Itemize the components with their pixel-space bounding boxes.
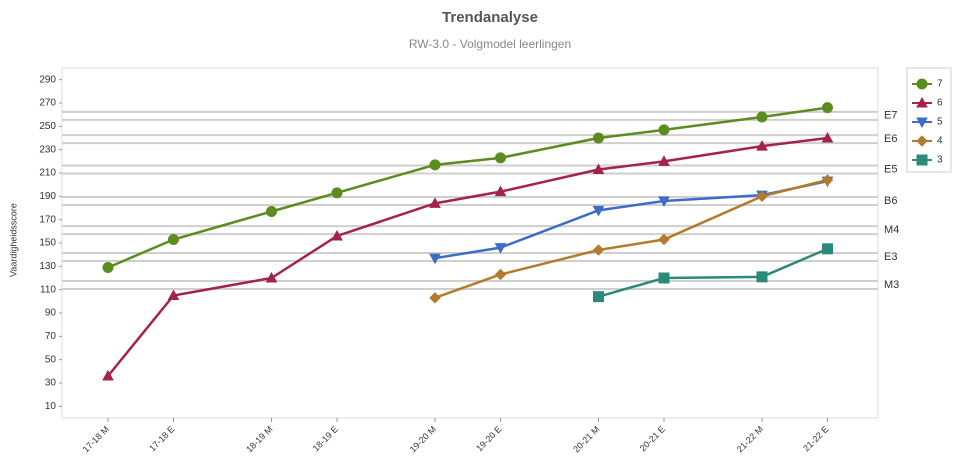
series-line [598,247,828,298]
x-tick-label: 21-22 M [735,424,765,454]
y-tick-label: 110 [40,284,56,295]
x-tick-label: 19-20 M [408,424,438,454]
x-tick-label: 18-19 M [244,424,274,454]
y-tick-label: 250 [39,121,56,132]
x-tick-label: 19-20 E [474,424,503,453]
y-tick-label: 70 [45,331,57,342]
y-axis-label: Vaardigheidsscore [8,203,18,277]
legend-marker [916,117,928,129]
data-point [592,244,605,256]
data-point [331,229,343,241]
legend-label: 5 [937,117,943,128]
y-tick-label: 210 [39,168,56,179]
data-point [331,187,343,199]
y-tick-label: 10 [45,401,57,412]
x-tick-label: 17-18 E [147,424,176,453]
data-point [658,124,670,136]
y-tick-label: 190 [39,191,56,202]
data-point [821,131,834,143]
data-point [592,163,605,174]
data-point [821,174,834,186]
data-point [168,234,179,245]
reference-label: E7 [884,110,897,122]
data-point [494,185,507,197]
data-point [756,140,768,151]
y-tick-label: 50 [45,354,57,365]
x-tick-label: 17-18 M [81,424,111,454]
data-point [265,271,278,283]
legend-marker [916,78,928,90]
data-point [658,196,670,208]
y-tick-label: 170 [39,214,56,225]
series-line [434,178,828,300]
data-point [756,111,768,123]
data-point [593,132,604,144]
x-tick-label: 21-22 E [801,424,830,453]
y-tick-label: 90 [45,308,57,319]
reference-label: E5 [884,163,897,175]
data-point [494,268,507,281]
data-point [102,369,114,381]
series-line [107,106,828,269]
x-tick-label: 20-21 M [571,424,601,454]
x-tick-label: 18-19 E [311,424,340,453]
data-point [429,292,441,304]
y-tick-label: 130 [39,261,56,272]
legend-label: 7 [937,79,943,90]
legend-label: 4 [937,136,943,147]
y-tick-label: 290 [39,74,56,85]
data-point [429,197,441,208]
y-tick-label: 30 [45,378,57,389]
data-point [593,291,604,303]
reference-label: B6 [884,195,897,207]
chart-title: Trendanalyse [442,9,538,26]
data-point [658,155,670,166]
data-point [429,253,441,265]
y-tick-label: 230 [39,144,56,155]
series-line [107,136,828,377]
reference-label: M4 [884,224,899,236]
data-point [756,271,768,283]
data-point [592,205,605,217]
data-point [429,159,441,171]
legend-label: 3 [937,155,943,166]
data-point [822,102,833,114]
data-point [822,243,833,255]
data-point [167,289,180,300]
legend [906,67,952,173]
data-point [102,262,114,273]
reference-label: M3 [884,279,899,291]
data-point [658,233,670,246]
legend-marker [916,96,928,108]
x-tick-label: 20-21 E [638,424,667,453]
legend-label: 6 [937,98,943,109]
data-point [495,152,506,164]
legend-marker [916,135,928,147]
reference-label: E3 [884,251,897,263]
data-point [658,272,670,284]
data-point [756,190,768,203]
reference-label: E6 [884,133,897,145]
y-tick-label: 150 [39,238,56,249]
data-point [494,243,507,254]
data-point [266,206,277,217]
y-tick-label: 270 [39,98,56,109]
chart-subtitle: RW-3.0 - Volgmodel leerlingen [409,37,571,51]
legend-marker [916,154,928,166]
